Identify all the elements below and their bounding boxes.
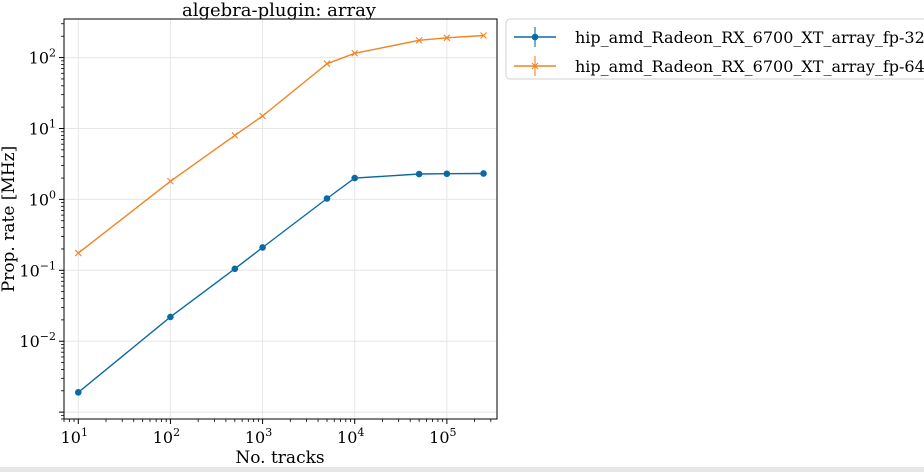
- y-tick-label: 10−2: [19, 330, 56, 351]
- marker-stroke: [531, 62, 539, 70]
- data-point: [323, 195, 331, 202]
- data-point: [480, 32, 487, 39]
- data-point: [443, 34, 451, 42]
- data-point: [443, 170, 451, 178]
- data-point: [231, 265, 239, 273]
- data-point: [480, 170, 487, 177]
- legend-box: [505, 18, 924, 80]
- data-point: [259, 112, 266, 120]
- grid: [64, 19, 497, 419]
- x-tick-label: 103: [245, 426, 272, 447]
- x-axis-label: No. tracks: [235, 448, 324, 468]
- marker-stroke: [443, 34, 451, 42]
- marker-stroke: [259, 112, 266, 120]
- legend-entry: hip_amd_Radeon_RX_6700_XT_array_fp-32: [514, 27, 924, 47]
- y-tick-label: 101: [29, 117, 56, 138]
- series-layer: [74, 32, 487, 396]
- data-point: [231, 131, 239, 139]
- data-point: [74, 249, 82, 257]
- data-point: [415, 36, 423, 44]
- plot-frame: [63, 18, 498, 420]
- data-point: [167, 177, 174, 185]
- series-2: [74, 32, 487, 257]
- marker-stroke: [167, 177, 174, 185]
- data-point: [167, 313, 174, 321]
- data-point: [351, 49, 359, 57]
- y-tick-label: 102: [29, 47, 56, 68]
- legend-marker: [531, 62, 539, 70]
- legend-marker: [531, 33, 539, 41]
- x-tick-label: 102: [153, 426, 180, 447]
- x-tick-label: 104: [337, 426, 364, 447]
- data-point: [323, 60, 331, 68]
- data-point: [74, 389, 82, 396]
- bottom-strip: [0, 467, 924, 472]
- marker-stroke: [415, 36, 423, 44]
- x-tick-label: 101: [61, 426, 88, 447]
- data-point: [351, 174, 359, 182]
- marker-stroke: [351, 49, 359, 57]
- chart-title: algebra-plugin: array: [182, 0, 377, 21]
- data-point: [415, 170, 423, 178]
- legend-label: hip_amd_Radeon_RX_6700_XT_array_fp-32: [575, 28, 924, 47]
- data-point: [259, 244, 266, 251]
- marker-stroke: [231, 131, 239, 139]
- y-axis-label: Prop. rate [MHz]: [0, 146, 19, 293]
- marker-stroke: [74, 249, 82, 257]
- marker-stroke: [323, 60, 331, 68]
- y-tick-label: 100: [29, 188, 56, 209]
- y-tick-label: 10−1: [19, 259, 56, 280]
- legend-label: hip_amd_Radeon_RX_6700_XT_array_fp-64: [575, 57, 924, 76]
- legend: hip_amd_Radeon_RX_6700_XT_array_fp-32hip…: [505, 18, 924, 80]
- x-tick-label: 105: [429, 426, 456, 447]
- series-line: [77, 34, 484, 254]
- series-1: [74, 170, 487, 396]
- marker-stroke: [480, 32, 487, 39]
- legend-entry: hip_amd_Radeon_RX_6700_XT_array_fp-64: [514, 56, 924, 76]
